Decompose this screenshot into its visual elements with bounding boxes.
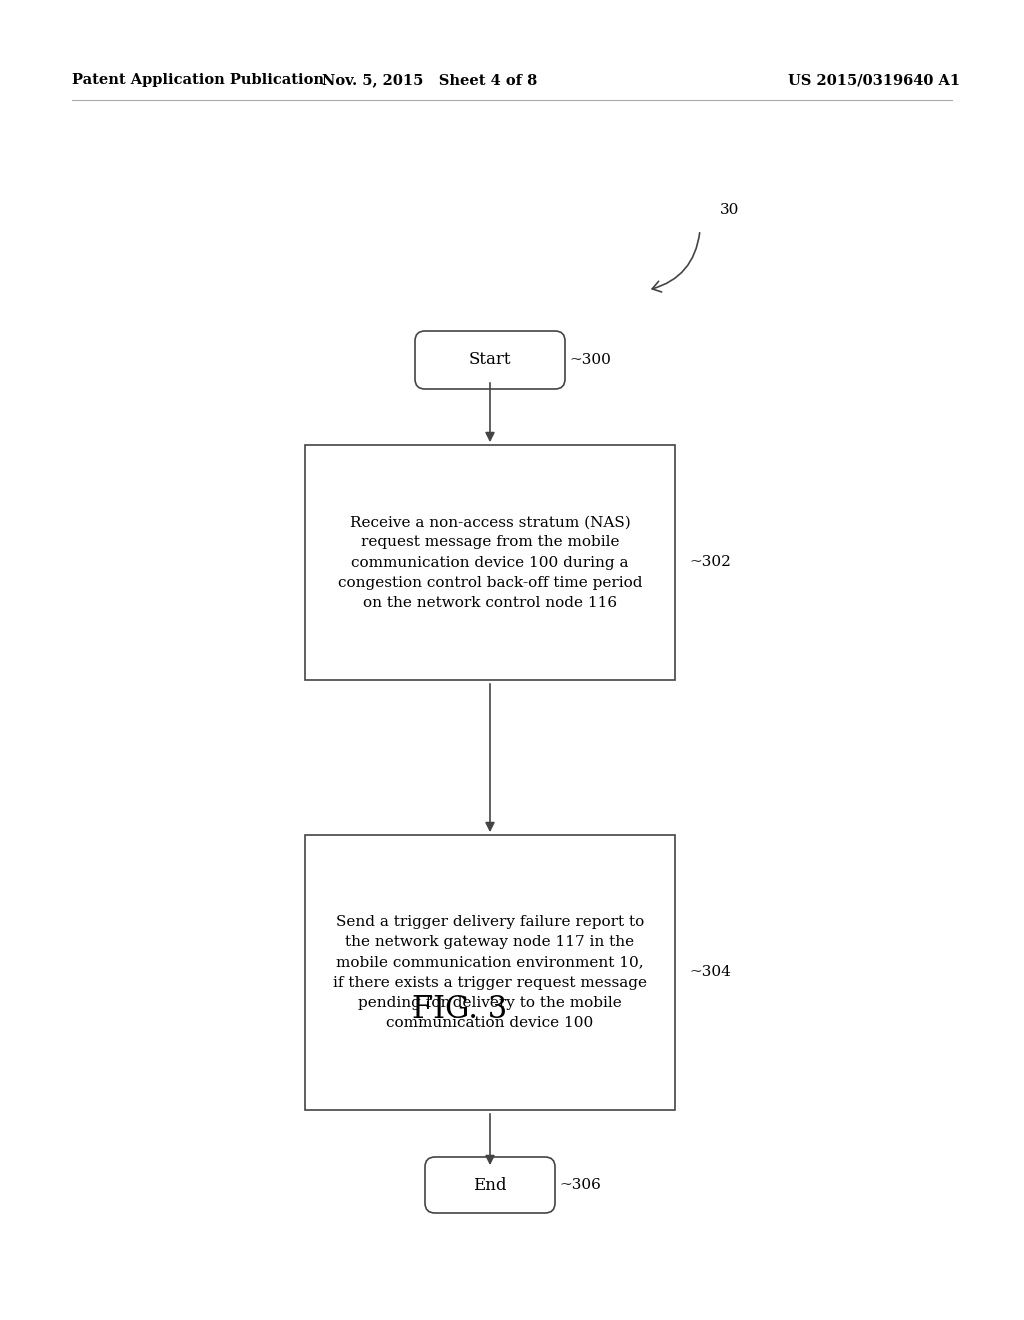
Text: 30: 30 — [720, 203, 739, 216]
Bar — [305, 445, 675, 680]
Text: ~306: ~306 — [559, 1177, 601, 1192]
Text: Send a trigger delivery failure report to
the network gateway node 117 in the
mo: Send a trigger delivery failure report t… — [333, 915, 647, 1030]
Text: ~304: ~304 — [689, 965, 731, 979]
Text: ~300: ~300 — [569, 352, 611, 367]
Text: Nov. 5, 2015   Sheet 4 of 8: Nov. 5, 2015 Sheet 4 of 8 — [323, 73, 538, 87]
FancyArrowPatch shape — [652, 232, 699, 292]
Text: Start: Start — [469, 351, 511, 368]
FancyBboxPatch shape — [415, 331, 565, 389]
Text: FIG. 3: FIG. 3 — [413, 994, 508, 1026]
Bar — [305, 836, 675, 1110]
Text: End: End — [473, 1176, 507, 1193]
Text: Patent Application Publication: Patent Application Publication — [72, 73, 324, 87]
Text: US 2015/0319640 A1: US 2015/0319640 A1 — [787, 73, 961, 87]
Text: ~302: ~302 — [689, 556, 731, 569]
FancyBboxPatch shape — [425, 1158, 555, 1213]
Text: Receive a non-access stratum (NAS)
request message from the mobile
communication: Receive a non-access stratum (NAS) reque… — [338, 515, 642, 610]
